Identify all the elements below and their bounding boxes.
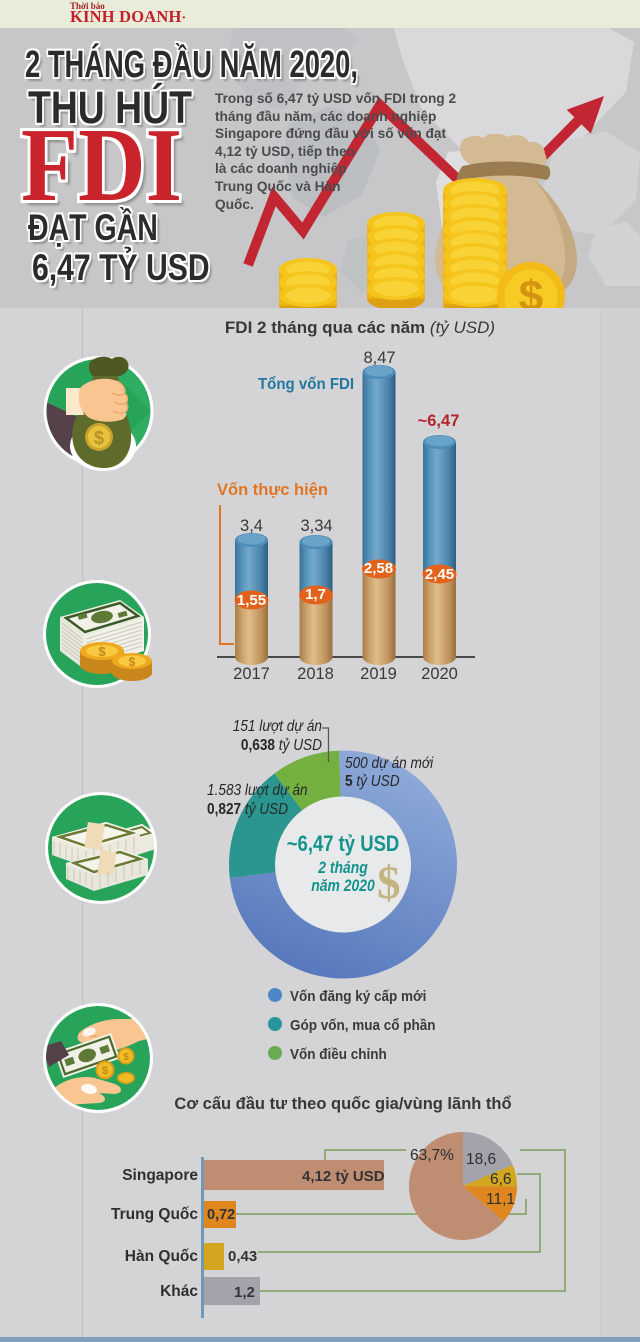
- svg-text:$: $: [123, 1052, 129, 1063]
- svg-text:$: $: [102, 1065, 108, 1077]
- svg-text:$: $: [98, 644, 106, 659]
- svg-text:$: $: [94, 428, 104, 448]
- svg-text:$: $: [129, 655, 136, 669]
- svg-text:$: $: [519, 272, 543, 308]
